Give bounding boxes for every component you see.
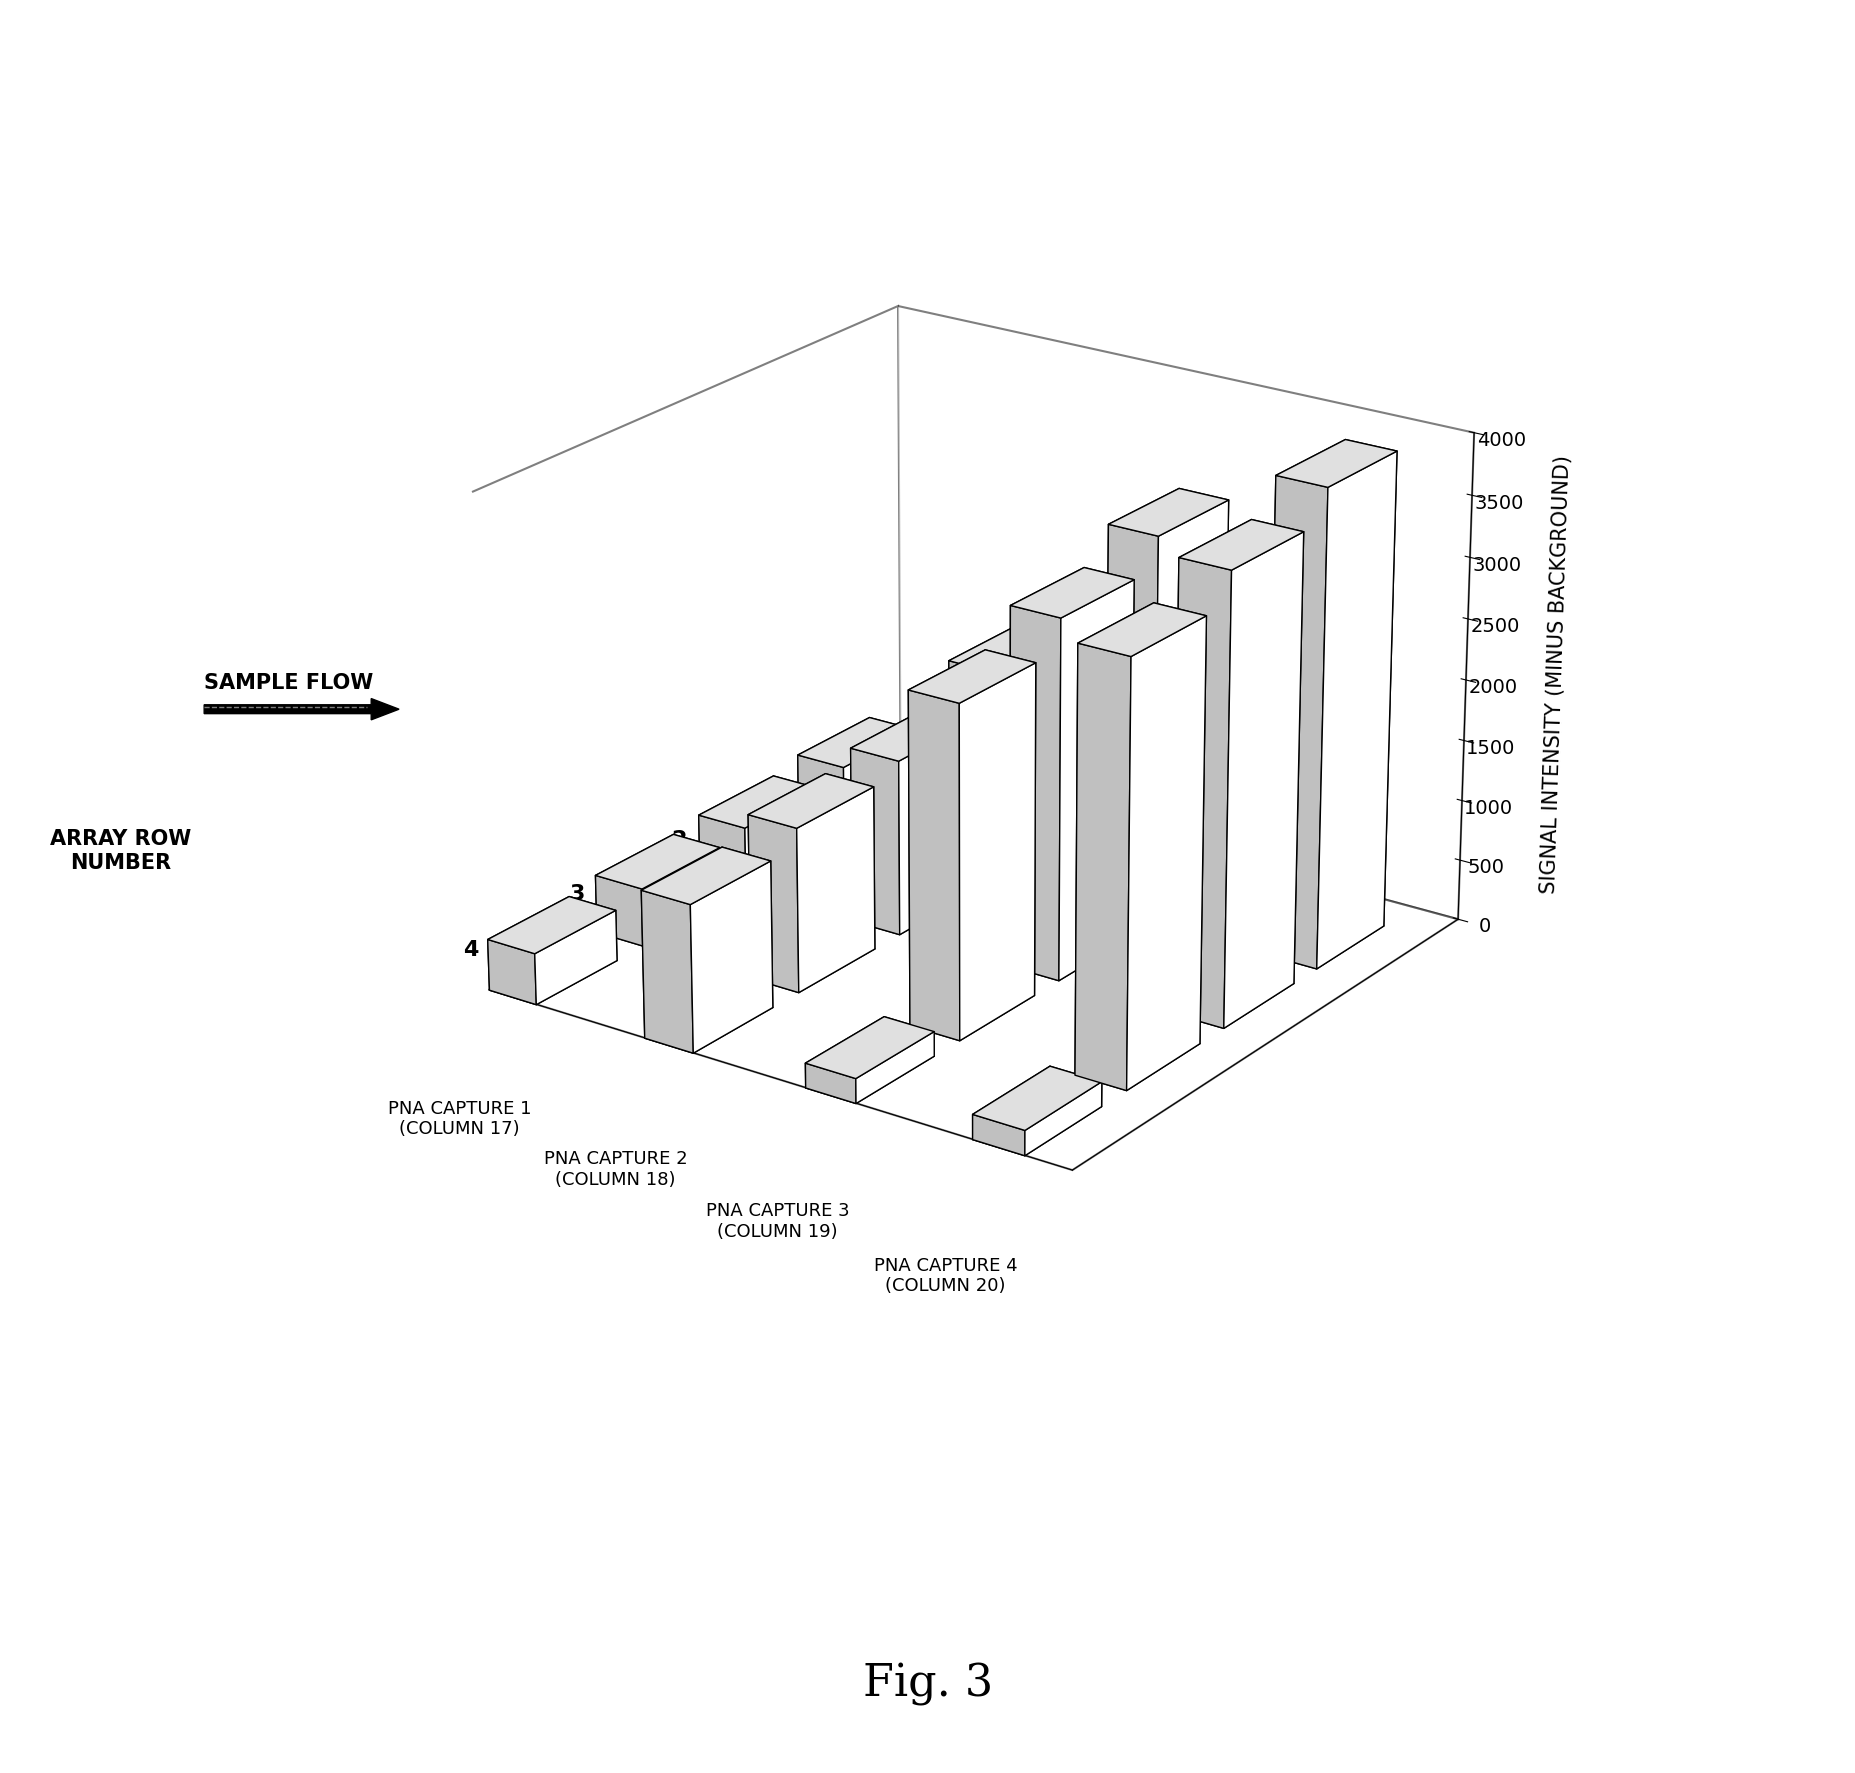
Text: Fig. 3: Fig. 3 <box>863 1663 992 1706</box>
Text: ARRAY ROW
NUMBER: ARRAY ROW NUMBER <box>50 830 191 872</box>
Text: SAMPLE FLOW: SAMPLE FLOW <box>204 672 373 693</box>
